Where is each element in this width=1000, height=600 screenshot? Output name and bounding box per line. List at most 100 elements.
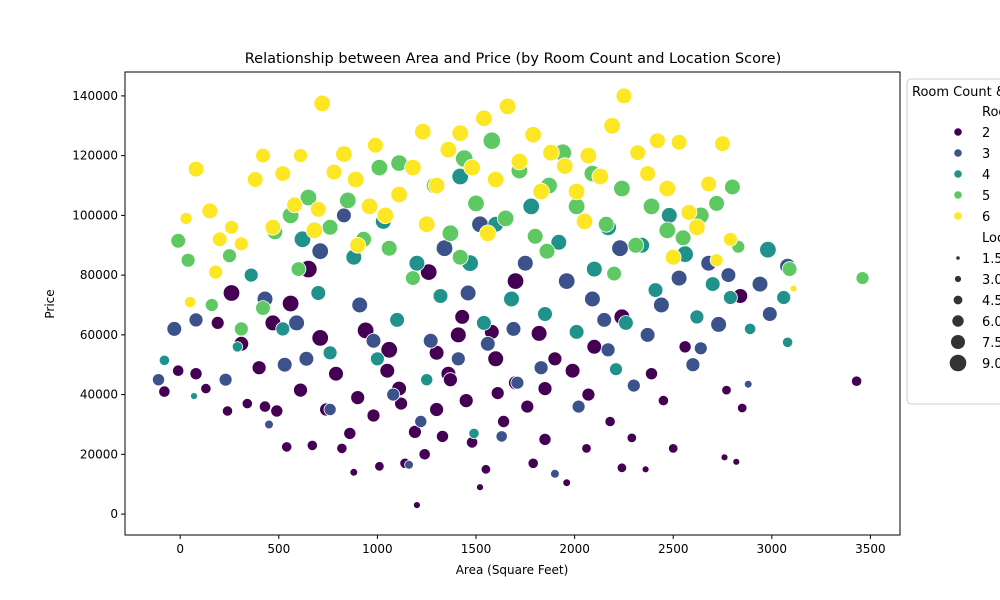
x-axis-label: Area (Square Feet)	[456, 563, 569, 577]
data-point	[313, 94, 331, 113]
data-point	[645, 367, 659, 381]
data-point	[530, 325, 548, 342]
data-point	[550, 234, 568, 251]
data-point	[496, 209, 515, 228]
plot-frame	[124, 71, 901, 536]
data-point	[151, 373, 165, 387]
data-point	[653, 296, 670, 314]
data-point	[218, 372, 233, 387]
data-point	[351, 296, 369, 314]
data-point	[274, 165, 292, 182]
data-point	[597, 216, 615, 233]
data-point	[380, 239, 398, 257]
data-point	[255, 147, 271, 164]
data-point	[480, 464, 492, 475]
legend-hue-label: 5	[982, 189, 990, 204]
y-axis: 0 20000 40000 60000 80000 100000 120000 140000	[72, 89, 125, 521]
data-point	[339, 191, 357, 210]
y-tick-label: 140000	[72, 89, 118, 103]
data-point	[459, 284, 477, 302]
data-point	[603, 117, 621, 135]
data-point	[408, 254, 426, 272]
data-point	[224, 219, 239, 235]
legend-size-label: 4.5	[982, 294, 1000, 309]
data-point	[467, 194, 485, 213]
data-point	[336, 207, 352, 224]
data-point	[581, 387, 596, 402]
legend-frame	[906, 78, 1000, 405]
legend-size-label: 1.5	[982, 252, 1000, 267]
data-point	[180, 252, 196, 268]
data-point	[374, 461, 385, 472]
data-point	[418, 448, 431, 461]
data-point	[366, 408, 381, 423]
data-point	[370, 158, 389, 177]
data-point	[564, 362, 581, 379]
data-point	[720, 453, 729, 462]
legend-hue-marker	[953, 211, 963, 221]
legend-size-label: 9.0	[982, 357, 1000, 372]
data-point	[179, 211, 193, 225]
data-point	[708, 195, 725, 212]
data-point	[328, 365, 344, 382]
series-2-rooms	[158, 259, 863, 510]
data-point	[418, 215, 436, 234]
data-point	[451, 167, 469, 186]
legend-hue-label: 6	[982, 210, 990, 225]
data-point	[323, 402, 337, 416]
data-point	[367, 136, 384, 154]
data-point	[429, 402, 445, 417]
data-point	[710, 316, 727, 333]
data-point	[435, 429, 449, 443]
data-point	[412, 501, 421, 510]
data-point	[420, 373, 434, 387]
data-point	[389, 312, 405, 328]
data-point	[723, 231, 738, 247]
data-point	[264, 219, 282, 236]
x-tick-label: 1000	[362, 542, 393, 556]
data-point	[639, 165, 656, 182]
data-point	[309, 201, 327, 218]
legend-hue-marker	[953, 190, 963, 200]
data-point	[668, 443, 679, 454]
data-point	[451, 124, 469, 142]
data-point	[322, 345, 338, 361]
data-point	[479, 224, 497, 243]
data-point	[394, 396, 409, 411]
data-point	[288, 314, 305, 332]
x-tick-label: 3500	[855, 542, 886, 556]
data-point	[615, 87, 633, 105]
data-point	[258, 400, 272, 413]
data-point	[241, 397, 253, 410]
data-point	[420, 263, 438, 281]
data-point	[629, 144, 646, 162]
data-point	[660, 207, 678, 224]
data-point	[360, 197, 379, 216]
data-point	[305, 221, 324, 240]
data-point	[657, 394, 670, 407]
series-5-rooms	[170, 131, 870, 337]
data-point	[609, 362, 623, 377]
legend-size-marker	[950, 334, 966, 350]
data-point	[233, 236, 249, 252]
data-point	[210, 315, 225, 330]
data-point	[187, 160, 205, 178]
data-point	[264, 419, 274, 430]
data-point	[658, 179, 677, 198]
data-point	[251, 360, 267, 376]
data-point	[567, 182, 586, 201]
data-point	[458, 393, 474, 409]
data-point	[647, 282, 664, 298]
data-point	[325, 163, 343, 181]
data-point	[404, 158, 422, 177]
data-point	[414, 414, 428, 428]
points-layer	[151, 87, 870, 510]
data-point	[600, 342, 616, 358]
data-point	[562, 478, 571, 488]
data-point	[709, 253, 724, 268]
y-tick-label: 0	[110, 507, 118, 521]
legend-hue-label: 4	[982, 168, 990, 183]
data-point	[524, 125, 542, 144]
data-point	[479, 335, 496, 352]
